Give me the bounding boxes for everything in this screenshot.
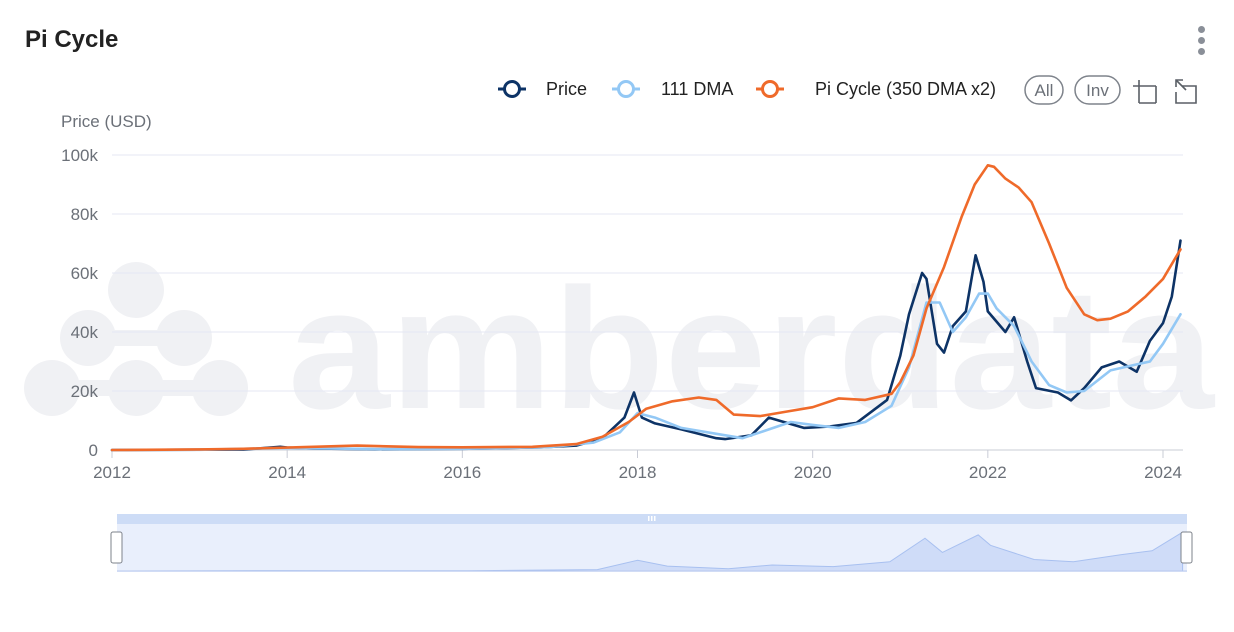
y-tick-label: 60k	[71, 264, 99, 283]
x-tick-label: 2012	[93, 463, 131, 482]
x-tick-label: 2014	[268, 463, 306, 482]
inv-button-label: Inv	[1086, 81, 1109, 100]
all-button[interactable]: All	[1024, 75, 1064, 105]
x-tick-label: 2016	[443, 463, 481, 482]
series-line-111-dma	[110, 292, 1182, 452]
all-button-label: All	[1035, 81, 1054, 100]
y-tick-label: 80k	[71, 205, 99, 224]
legend-item-pi-cycle[interactable]: Pi Cycle (350 DMA x2)	[756, 79, 996, 99]
legend-marker-pi-cycle-icon	[761, 80, 779, 98]
watermark: amberdata	[24, 253, 1215, 445]
x-tick-label: 2022	[969, 463, 1007, 482]
legend-marker-price-icon	[503, 80, 521, 98]
y-tick-label: 100k	[61, 146, 98, 165]
legend-item-price[interactable]: Price	[498, 79, 587, 99]
x-tick-label: 2020	[794, 463, 832, 482]
y-axis: 0 20k 40k 60k 80k 100k	[61, 146, 98, 460]
y-tick-label: 0	[89, 441, 98, 460]
plot-area	[110, 164, 1182, 452]
legend-label-price: Price	[546, 79, 587, 99]
y-tick-label: 40k	[71, 323, 99, 342]
watermark-text: amberdata	[288, 253, 1215, 445]
navigator-area	[116, 531, 1184, 572]
navigator-handle-left[interactable]	[110, 531, 123, 564]
legend-label-111-dma: 111 DMA	[661, 79, 733, 99]
legend-label-pi-cycle: Pi Cycle (350 DMA x2)	[815, 79, 996, 99]
page-title: Pi Cycle	[25, 26, 119, 53]
crop-zoom-icon[interactable]	[1133, 80, 1157, 104]
legend-item-111-dma[interactable]: 111 DMA	[612, 79, 733, 99]
navigator[interactable]	[110, 514, 1193, 572]
series-line-pi-cycle-350-dma-x2	[110, 164, 1182, 452]
y-tick-label: 20k	[71, 382, 99, 401]
inv-button[interactable]: Inv	[1074, 75, 1121, 105]
x-axis: 2012 2014 2016 2018 2020 2022 2024	[93, 450, 1182, 482]
watermark-logo-icon	[24, 262, 248, 416]
legend-marker-111-dma-icon	[617, 80, 635, 98]
kebab-menu-icon[interactable]	[1193, 26, 1211, 56]
x-tick-label: 2024	[1144, 463, 1182, 482]
legend: Price 111 DMA Pi Cycle (350 DMA x2)	[498, 79, 996, 99]
x-tick-label: 2018	[619, 463, 657, 482]
navigator-grip-icon[interactable]	[648, 516, 656, 521]
navigator-handle-right[interactable]	[1180, 531, 1193, 564]
reset-zoom-icon[interactable]	[1175, 79, 1197, 104]
y-axis-label: Price (USD)	[61, 112, 152, 131]
